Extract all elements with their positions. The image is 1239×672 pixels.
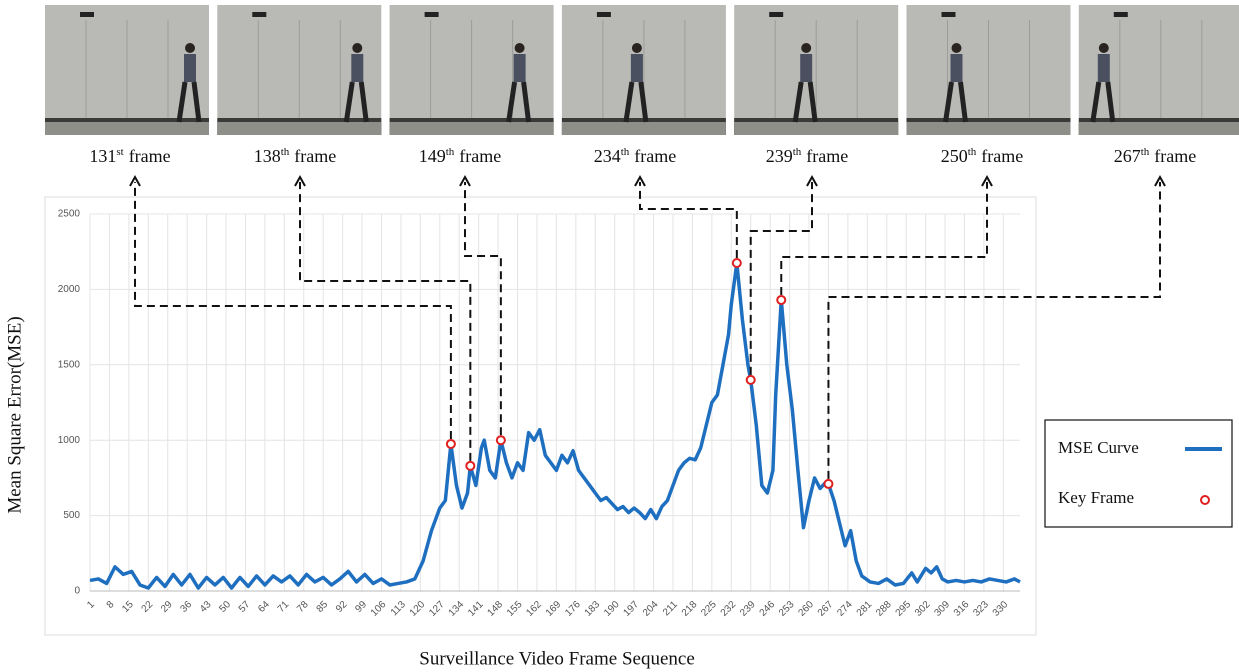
y-tick-label: 0 [74, 586, 80, 597]
person-legs [943, 81, 968, 123]
person-body [950, 54, 963, 82]
photo-floor-light [906, 122, 1071, 135]
frame-word: frame [294, 146, 336, 166]
person-body [513, 54, 526, 82]
y-tick-label: 1000 [58, 435, 81, 446]
photo-camera [596, 12, 611, 17]
person-body [1097, 54, 1110, 82]
connector [749, 182, 813, 375]
person-head [185, 43, 195, 53]
frame-suffix: th [1141, 146, 1150, 158]
connector-arrow [981, 174, 993, 187]
person-head [801, 43, 812, 53]
connector-arrow [1154, 174, 1166, 187]
connector [780, 182, 988, 295]
connector [134, 182, 452, 439]
frame-suffix: th [281, 146, 290, 158]
connector-arrow [294, 174, 306, 187]
photo-camera [1113, 12, 1128, 17]
frame-suffix: th [793, 146, 802, 158]
photo-camera [424, 12, 439, 17]
person-head [1098, 43, 1109, 53]
y-tick-label: 1500 [58, 359, 81, 370]
key-frame-marker [495, 435, 506, 446]
y-tick-label: 2500 [58, 209, 81, 220]
frame-label: 138th frame [254, 146, 337, 167]
frame-label: 267th frame [1114, 146, 1197, 167]
photo-camera [80, 12, 94, 17]
photo-floor-light [561, 122, 726, 135]
frame-word: frame [1154, 146, 1196, 166]
person-body [630, 54, 643, 82]
connector [464, 182, 502, 436]
legend-marker [1200, 495, 1210, 505]
person-legs [792, 81, 818, 123]
frame-suffix: th [968, 146, 977, 158]
frame-suffix: th [446, 146, 455, 158]
frame-word: frame [459, 146, 501, 166]
connector [639, 182, 738, 259]
frame-word: frame [806, 146, 848, 166]
frame-number: 131 [89, 146, 116, 166]
connector-arrow [634, 174, 646, 187]
photo-floor-light [1078, 122, 1239, 135]
person-legs [623, 81, 649, 123]
key-frame-marker [445, 438, 456, 449]
person-body [351, 54, 364, 82]
chart-frame [44, 196, 1037, 636]
frame-label: 234th frame [594, 146, 677, 167]
legend-box [1044, 419, 1233, 528]
connector-arrow [806, 174, 818, 187]
key-frame-marker [745, 374, 756, 385]
person-head [514, 43, 525, 53]
person-legs [176, 81, 202, 123]
person-head [631, 43, 642, 53]
frame-label: 149th frame [419, 146, 502, 167]
frame-number: 250 [941, 146, 968, 166]
frame-number: 239 [766, 146, 793, 166]
frame-number: 149 [419, 146, 446, 166]
photo-floor-light [734, 122, 899, 135]
frame-label: 131st frame [89, 146, 170, 167]
legend-label: MSE Curve [1058, 438, 1139, 457]
frame-word: frame [981, 146, 1023, 166]
legend-label: Key Frame [1058, 488, 1134, 507]
connector-arrow [459, 174, 471, 187]
person-head [352, 43, 363, 53]
frame-number: 267 [1114, 146, 1141, 166]
connector-arrow [129, 174, 141, 187]
photo-floor-light [217, 122, 382, 135]
frame-word: frame [634, 146, 676, 166]
person-legs [343, 81, 369, 123]
person-body [800, 54, 813, 82]
frame-label: 239th frame [766, 146, 849, 167]
frame-number: 138 [254, 146, 281, 166]
key-frame-marker [731, 258, 742, 269]
photo-floor-light [45, 122, 209, 135]
photo-floor-light [389, 122, 554, 135]
key-frame-marker [465, 460, 476, 471]
photo-camera [252, 12, 267, 17]
photo-camera [941, 12, 956, 17]
y-axis-label: Mean Square Error(MSE) [4, 316, 25, 513]
person-legs [1090, 81, 1116, 123]
key-frame-marker [776, 294, 787, 305]
frame-number: 234 [594, 146, 621, 166]
mse-line [89, 261, 1021, 590]
key-frame-marker [823, 478, 834, 489]
frame-suffix: th [621, 146, 630, 158]
person-body [184, 54, 196, 82]
person-legs [506, 81, 532, 123]
frame-suffix: st [116, 146, 123, 158]
frame-label: 250th frame [941, 146, 1024, 167]
connector [299, 182, 472, 461]
photo-camera [769, 12, 784, 17]
y-tick-label: 500 [63, 510, 80, 521]
frame-word: frame [129, 146, 171, 166]
person-head [951, 43, 962, 53]
x-axis-label: Surveillance Video Frame Sequence [419, 648, 695, 669]
y-tick-label: 2000 [58, 284, 81, 295]
